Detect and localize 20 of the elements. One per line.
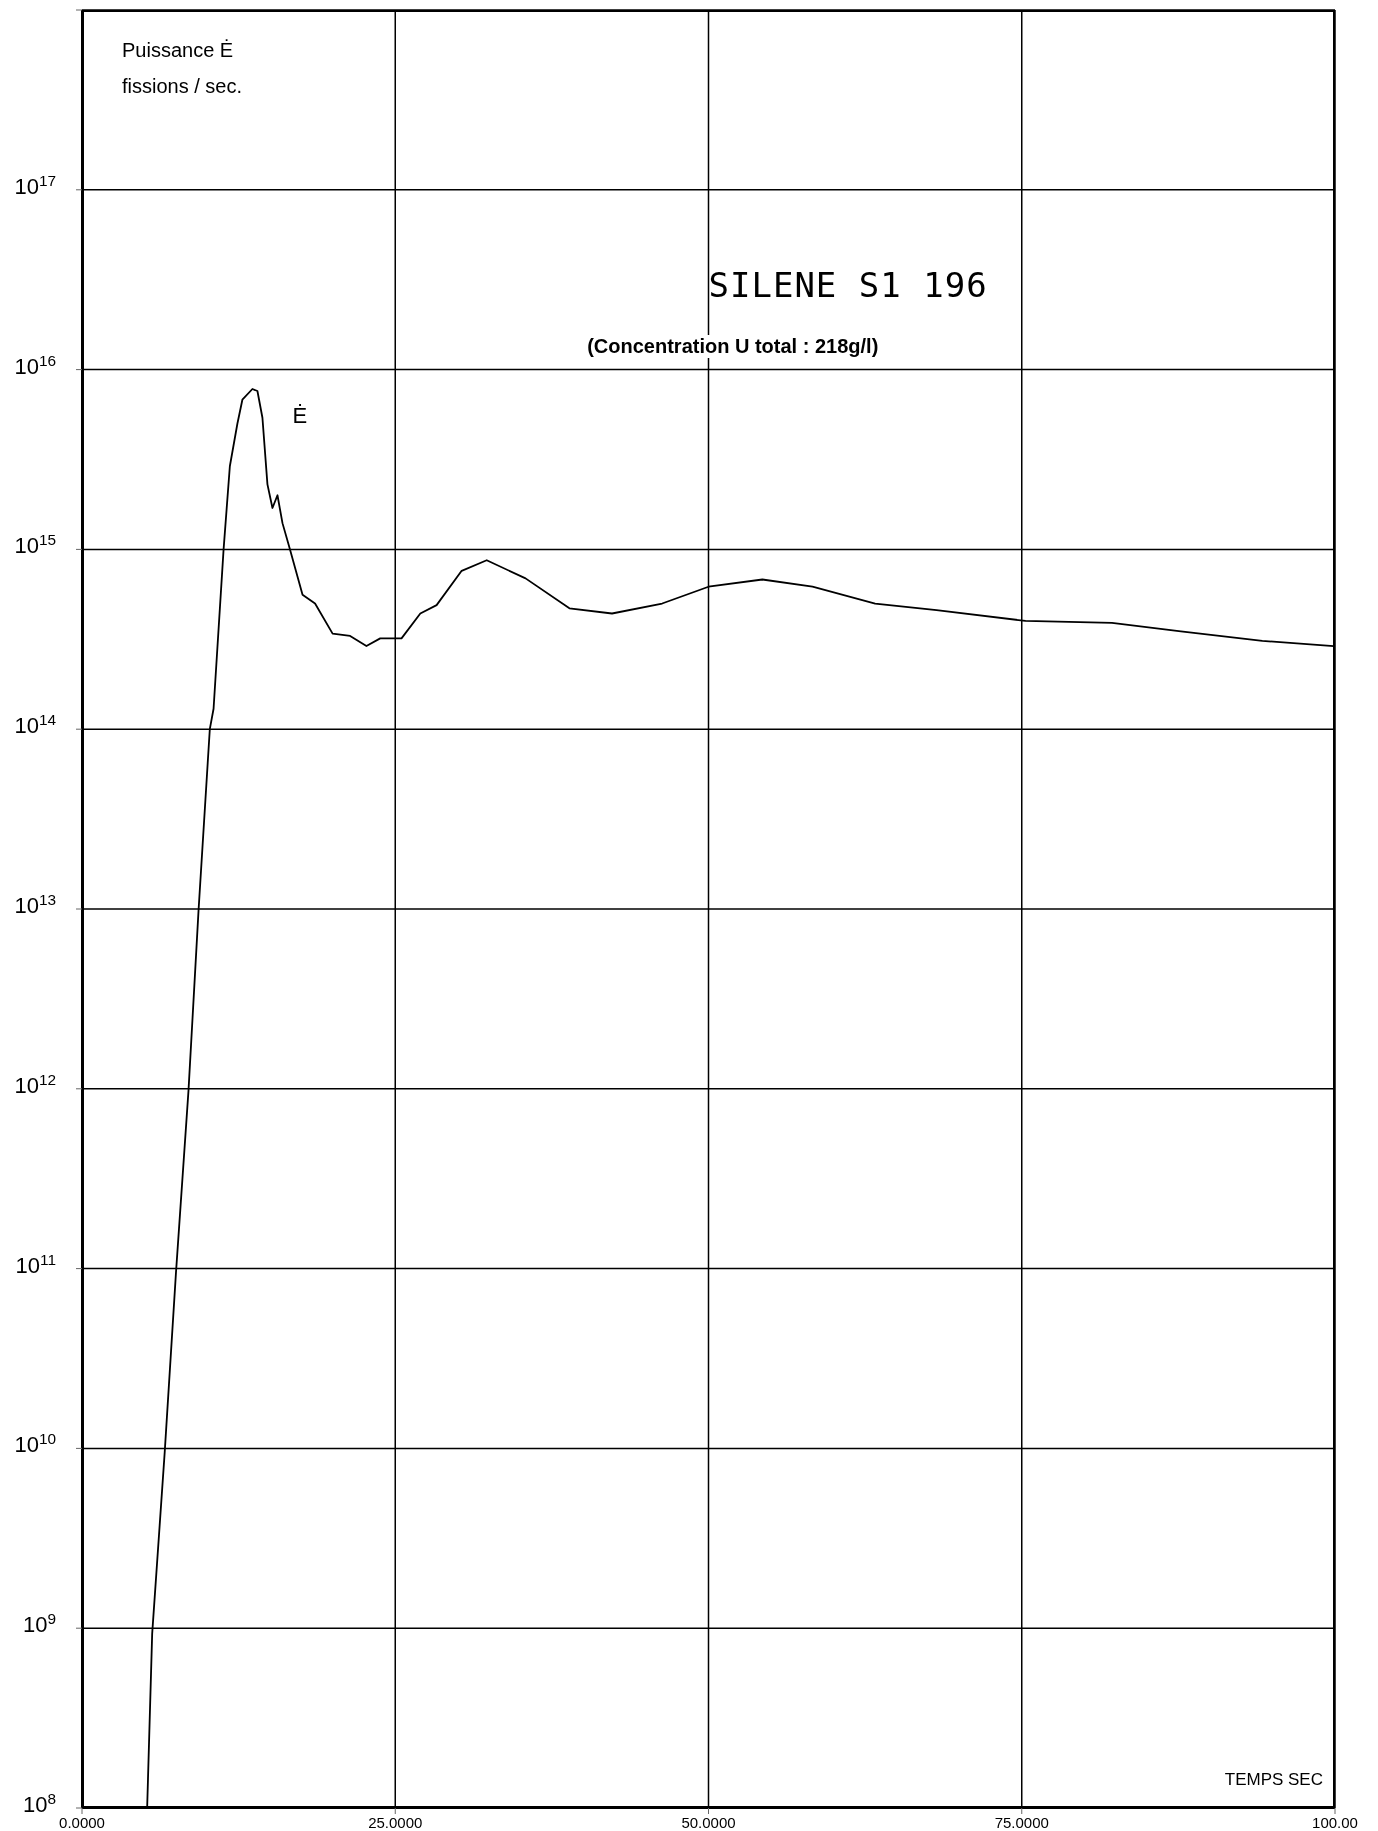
y-axis-title: Puissance Ė fissions / sec. <box>122 38 243 99</box>
text: (Concentration U total : 218g/l) <box>583 335 883 359</box>
x-axis-title: TEMPS SEC <box>1224 1770 1323 1790</box>
text: SILENE S1 196 <box>708 265 988 306</box>
y-tick-label: 10$^{9}$ <box>22 1609 56 1638</box>
x-tick-label: 50.0000 <box>681 1814 736 1831</box>
y-tick-label: 10$^{10}$ <box>14 1429 56 1458</box>
y-tick-label: 10$^{8}$ <box>22 1789 56 1817</box>
x-tick-label: 25.0000 <box>368 1814 423 1831</box>
y-tick-label: 10$^{13}$ <box>14 890 56 918</box>
x-tick-label: 75.0000 <box>994 1814 1049 1831</box>
y-tick-label: 10$^{15}$ <box>14 530 56 559</box>
y-tick-label: 10$^{12}$ <box>14 1070 56 1098</box>
x-tick-label: 100.00 <box>1312 1814 1358 1831</box>
y-tick-label: 10$^{16}$ <box>14 351 56 379</box>
y-tick-label: 10$^{14}$ <box>14 710 57 739</box>
series-label: Ė <box>292 403 308 429</box>
x-tick-label: 0.0000 <box>59 1814 105 1831</box>
y-tick-label: 10$^{11}$ <box>15 1250 56 1278</box>
y-tick-label: 10$^{17}$ <box>14 171 56 199</box>
